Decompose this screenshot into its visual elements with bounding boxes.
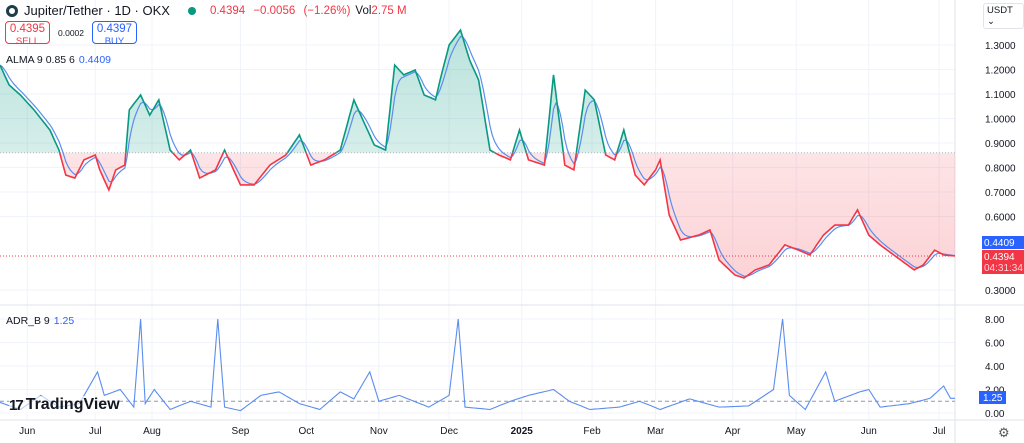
time-axis-tick: Jul (933, 426, 946, 437)
tradingview-wordmark: TradingView (25, 396, 120, 413)
price-change-pct: (−1.26%) (303, 4, 351, 17)
currency-select[interactable]: USDT ⌄ (983, 3, 1024, 29)
market-open-icon (187, 6, 196, 15)
time-axis-tick: Jul (89, 426, 102, 437)
price-area-above-baseline (0, 30, 955, 153)
price-axis-tick: 1.2000 (985, 66, 1016, 77)
adr-axis-tick: 8.00 (985, 315, 1005, 326)
tradingview-mark-icon: 17 (9, 396, 24, 414)
volume-value: 2.75 M (371, 4, 407, 17)
time-axis-tick: Dec (440, 426, 458, 437)
time-axis-tick: Jun (19, 426, 35, 437)
time-axis-tick: May (787, 426, 806, 437)
price-axis-tick: 1.3000 (985, 41, 1016, 52)
adr-axis-tick: 4.00 (985, 362, 1005, 373)
volume: Vol2.75 M (355, 5, 406, 17)
last-price-label-text: 04:31:34 (984, 263, 1023, 274)
symbol-title[interactable]: Jupiter/Tether · 1D · OKX (24, 3, 170, 18)
adr-axis-tick: 0.00 (985, 409, 1005, 420)
adr-value-label (979, 391, 1006, 404)
adr-line (0, 318, 955, 412)
tradingview-logo[interactable]: 17 TradingView (9, 396, 120, 414)
time-axis-tick: Oct (298, 426, 314, 437)
price-axis-tick: 0.7000 (985, 188, 1016, 199)
adr-value: 1.25 (53, 315, 75, 327)
time-axis-tick: Nov (370, 426, 388, 437)
price-line-up (0, 28, 631, 153)
price-axis-tick: 0.6000 (985, 213, 1016, 224)
buy-price: 0.4397 (96, 23, 133, 35)
time-axis-tick: Aug (143, 426, 161, 437)
sell-button[interactable]: 0.4395 SELL (5, 21, 50, 47)
alma-name: ALMA 9 0.85 6 (6, 54, 75, 66)
alma-value: 0.4409 (78, 54, 112, 66)
last-price-label-text: 0.4394 (984, 252, 1015, 263)
last-price: 0.4394 (209, 4, 246, 17)
price-axis-tick: 0.3000 (985, 286, 1016, 297)
spread: 0.0002 (58, 27, 84, 38)
settings-gear-icon[interactable]: ⚙ (998, 425, 1010, 440)
sell-price: 0.4395 (9, 23, 46, 35)
last-price-label (982, 250, 1024, 274)
time-axis-tick: Jun (861, 426, 877, 437)
price-area-below-baseline (59, 152, 955, 278)
adr-legend[interactable]: ADR_B 9 1.25 (6, 315, 74, 327)
chevron-down-icon: ⌄ (987, 16, 995, 27)
time-axis-tick: Sep (232, 426, 250, 437)
symbol-header: Jupiter/Tether · 1D · OKX 0.4394 −0.0056… (6, 3, 407, 18)
price-axis-tick: 1.1000 (985, 90, 1016, 101)
adr-axis-tick: 6.00 (985, 339, 1005, 350)
trade-panel: 0.4395 SELL 0.0002 0.4397 BUY (5, 21, 137, 47)
adr-value-label-text: 1.25 (983, 393, 1003, 404)
adr-name: ADR_B 9 (6, 315, 50, 327)
sell-label: SELL (15, 36, 40, 47)
time-axis-tick: Apr (725, 426, 741, 437)
time-axis-tick: Mar (647, 426, 665, 437)
alma-price-label (982, 236, 1024, 249)
buy-label: BUY (104, 36, 125, 47)
buy-button[interactable]: 0.4397 BUY (92, 21, 137, 47)
volume-label: Vol (355, 4, 372, 17)
price-axis-tick: 0.9000 (985, 139, 1016, 150)
alma-legend[interactable]: ALMA 9 0.85 6 0.4409 (6, 54, 111, 66)
alma-price-label-text: 0.4409 (984, 238, 1015, 249)
price-change: −0.0056 (253, 4, 296, 17)
price-values: 0.4394 −0.0056 (−1.26%) (210, 5, 355, 17)
price-axis-tick: 0.8000 (985, 164, 1016, 175)
jupiter-logo-icon (6, 4, 18, 17)
currency-label: USDT (987, 5, 1013, 16)
time-axis-tick: 2025 (511, 426, 534, 437)
price-axis-tick: 1.0000 (985, 115, 1016, 126)
price-line-down (58, 152, 955, 279)
time-axis-tick: Feb (583, 426, 601, 437)
